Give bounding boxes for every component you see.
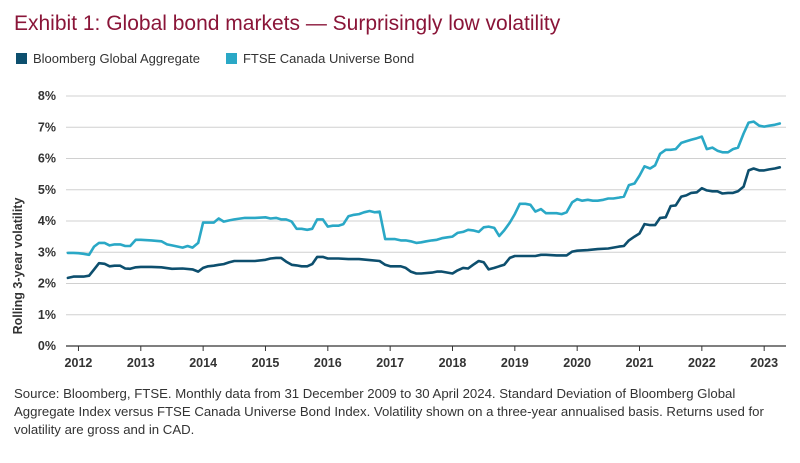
y-tick-label: 3% (38, 245, 56, 259)
chart-title: Exhibit 1: Global bond markets — Surpris… (14, 12, 561, 35)
x-tick-label: 2023 (750, 356, 778, 370)
y-tick-label: 7% (38, 120, 56, 134)
series-lines (66, 120, 782, 280)
y-tick-label: 1% (38, 308, 56, 322)
x-tick-label: 2018 (439, 356, 467, 370)
y-axis-label: Rolling 3-year volatility (11, 198, 25, 335)
y-tick-label: 5% (38, 183, 56, 197)
line-chart: 0%1%2%3%4%5%6%7%8% 2012 2013 2014 2015 2016 2… (11, 89, 786, 370)
y-tick-label: 0% (38, 339, 56, 353)
x-tick-label: 2022 (688, 356, 716, 370)
x-axis-ticks: 2012 2013 2014 2015 2016 2017 2018 2019 2020 2021… (65, 346, 778, 370)
y-tick-label: 2% (38, 277, 56, 291)
x-tick-label: 2017 (376, 356, 404, 370)
x-tick-label: 2012 (65, 356, 93, 370)
x-tick-label: 2013 (127, 356, 155, 370)
legend-item-bloomberg: Bloomberg Global Aggregate (16, 51, 200, 66)
legend-item-ftse: FTSE Canada Universe Bond (225, 51, 415, 66)
legend-swatch-bloomberg (16, 53, 27, 64)
legend-label-bloomberg: Bloomberg Global Aggregate (33, 51, 200, 66)
y-tick-label: 4% (38, 214, 56, 228)
x-tick-label: 2019 (501, 356, 529, 370)
legend: Bloomberg Global Aggregate FTSE Canada U… (16, 51, 414, 66)
y-tick-label: 6% (38, 152, 56, 166)
x-tick-label: 2021 (626, 356, 654, 370)
gridlines (66, 95, 786, 347)
x-tick-label: 2015 (252, 356, 280, 370)
x-tick-label: 2016 (314, 356, 342, 370)
x-tick-label: 2014 (189, 356, 217, 370)
y-tick-label: 8% (38, 89, 56, 103)
x-tick-label: 2020 (563, 356, 591, 370)
y-axis-ticks: 0% 1% 2% 3% 4% 5% 6% 7% 8% (38, 89, 56, 353)
series-line-ftse (66, 120, 782, 257)
series-line-bloomberg (66, 166, 782, 280)
legend-label-ftse: FTSE Canada Universe Bond (242, 51, 415, 66)
source-note: Source: Bloomberg, FTSE. Monthly data fr… (14, 386, 764, 437)
legend-swatch-ftse (225, 53, 237, 64)
